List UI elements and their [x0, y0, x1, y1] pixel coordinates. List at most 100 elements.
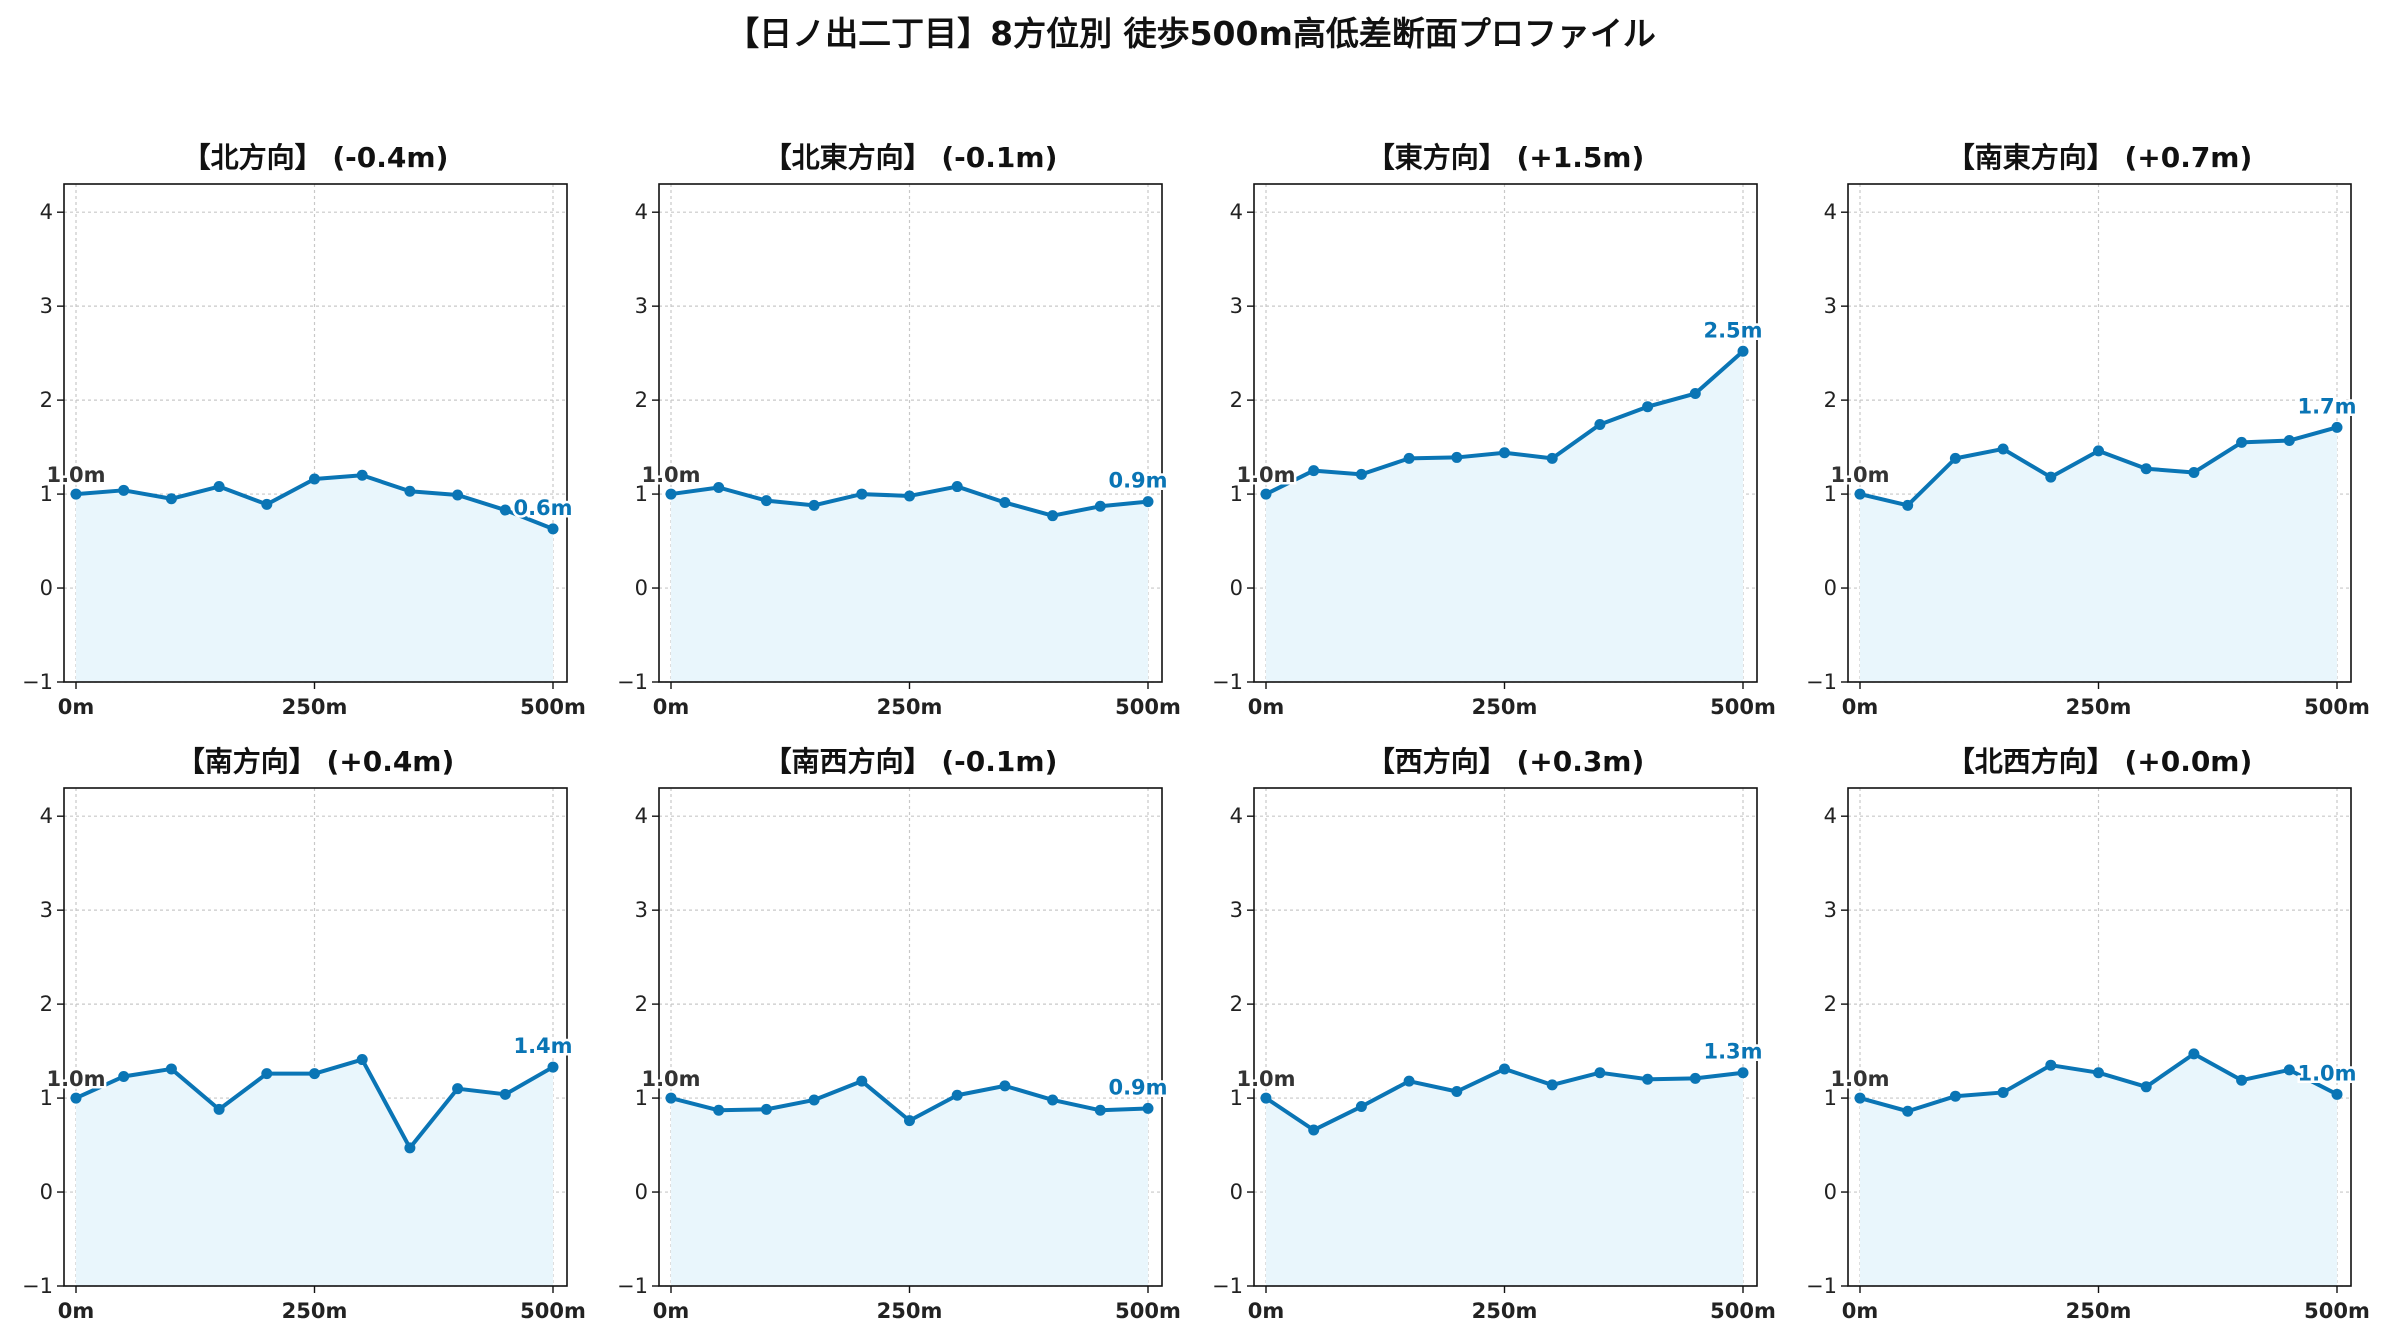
data-point	[1308, 1124, 1320, 1136]
y-tick-label: 2	[1824, 992, 1837, 1016]
y-tick-label: 0	[1824, 1180, 1837, 1204]
y-tick-label: 1	[40, 1086, 53, 1110]
data-point	[165, 1063, 177, 1075]
y-tick-label: −1	[22, 670, 53, 694]
y-tick-label: 3	[40, 294, 53, 318]
data-point	[808, 499, 820, 511]
x-tick-label: 500m	[520, 695, 586, 719]
data-point	[118, 1070, 130, 1082]
y-tick-label: 1	[40, 482, 53, 506]
data-point	[213, 481, 225, 493]
x-tick-label: 250m	[1472, 695, 1538, 719]
y-tick-label: 2	[1230, 388, 1243, 412]
end-elevation-label: 1.3m	[1703, 1040, 1762, 1064]
data-point	[904, 490, 915, 502]
data-point	[1737, 1067, 1749, 1079]
area-fill	[1266, 351, 1743, 682]
data-point	[261, 1068, 273, 1080]
y-tick-label: 3	[1230, 898, 1243, 922]
y-tick-label: −1	[1212, 1274, 1243, 1298]
x-tick-label: 0m	[58, 1299, 95, 1323]
data-point	[2236, 1074, 2248, 1086]
x-tick-label: 250m	[2066, 1299, 2132, 1323]
y-tick-label: 1	[1824, 1086, 1837, 1110]
data-point	[70, 488, 82, 500]
data-point	[2140, 463, 2152, 475]
y-tick-label: 0	[1824, 576, 1837, 600]
y-tick-label: 0	[1230, 576, 1243, 600]
x-tick-label: 250m	[282, 1299, 348, 1323]
data-point	[165, 493, 177, 505]
x-tick-label: 500m	[520, 1299, 586, 1323]
y-tick-label: 4	[1230, 200, 1243, 224]
data-point	[760, 1103, 772, 1115]
data-point	[1689, 1072, 1701, 1084]
y-tick-label: 4	[1824, 804, 1837, 828]
data-point	[2188, 466, 2200, 478]
plot-frame	[63, 787, 568, 1287]
plot-frame	[658, 787, 1163, 1287]
start-elevation-label: 1.0m	[1236, 1067, 1295, 1091]
y-tick-label: −1	[1806, 670, 1837, 694]
panel-title: 【東方向】 (+1.5m)	[1367, 141, 1645, 174]
figure-title: 【日ノ出二丁目】8方位別 徒歩500m高低差断面プロファイル	[726, 14, 1656, 53]
panel-title: 【北西方向】 (+0.0m)	[1947, 745, 2253, 778]
y-tick-label: 3	[635, 294, 648, 318]
y-tick-label: 2	[635, 992, 648, 1016]
data-point	[1451, 451, 1463, 463]
data-point	[2093, 445, 2104, 457]
chart-panel: 【西方向】 (+0.3m) −1 0 1 2 3 4 0m 250m 500m 1.0m 1.3m	[1212, 745, 1776, 1323]
chart-panel: 【南方向】 (+0.4m) −1 0 1 2 3 4 0m 250m 500m 1.0m 1.4m	[22, 745, 586, 1323]
area-fill	[671, 1081, 1148, 1286]
data-point	[2093, 1067, 2104, 1079]
y-tick-label: 1	[1230, 1086, 1243, 1110]
data-point	[1997, 1086, 2009, 1098]
data-point	[1499, 1063, 1510, 1075]
end-elevation-label: 2.5m	[1703, 318, 1762, 342]
plot-frame	[1847, 183, 2352, 683]
data-point	[713, 481, 725, 493]
data-point	[1997, 443, 2009, 455]
data-point	[665, 1092, 677, 1104]
y-tick-label: 2	[1824, 388, 1837, 412]
data-point	[2045, 471, 2057, 483]
panel-title: 【北方向】 (-0.4m)	[183, 141, 449, 174]
y-tick-label: 1	[1230, 482, 1243, 506]
data-point	[2140, 1081, 2152, 1093]
data-point	[452, 489, 464, 501]
end-elevation-label: 1.4m	[513, 1034, 572, 1058]
x-tick-label: 500m	[2304, 695, 2370, 719]
plot-frame	[658, 183, 1163, 683]
data-point	[1854, 1092, 1866, 1104]
end-elevation-label: 0.9m	[1108, 469, 1167, 493]
x-tick-label: 0m	[1248, 1299, 1285, 1323]
data-point	[951, 1089, 963, 1101]
area-fill	[671, 486, 1148, 682]
x-tick-label: 0m	[58, 695, 95, 719]
panel-title: 【南東方向】 (+0.7m)	[1947, 141, 2253, 174]
plot-frame	[1847, 787, 2352, 1287]
data-point	[309, 473, 320, 485]
data-point	[904, 1115, 915, 1127]
panel-title: 【南方向】 (+0.4m)	[177, 745, 455, 778]
data-point	[261, 498, 273, 510]
plot-frame	[1253, 183, 1758, 683]
data-point	[665, 488, 677, 500]
data-point	[1499, 447, 1510, 459]
start-elevation-label: 1.0m	[641, 463, 700, 487]
y-tick-label: 4	[635, 804, 648, 828]
panel-title: 【北東方向】 (-0.1m)	[764, 141, 1058, 174]
data-point	[2283, 435, 2295, 447]
y-tick-label: 2	[1230, 992, 1243, 1016]
start-elevation-label: 1.0m	[1236, 463, 1295, 487]
y-tick-label: −1	[1212, 670, 1243, 694]
chart-panel: 【北東方向】 (-0.1m) −1 0 1 2 3 4 0m 250m 500m 1.0m 0.9m	[617, 141, 1181, 719]
end-elevation-label: 0.9m	[1108, 1075, 1167, 1099]
x-tick-label: 250m	[1472, 1299, 1538, 1323]
data-point	[1142, 1102, 1154, 1114]
x-tick-label: 250m	[282, 695, 348, 719]
data-point	[760, 495, 772, 507]
end-elevation-label: 1.0m	[2297, 1061, 2356, 1085]
data-point	[1594, 1067, 1606, 1079]
data-point	[1047, 510, 1059, 522]
